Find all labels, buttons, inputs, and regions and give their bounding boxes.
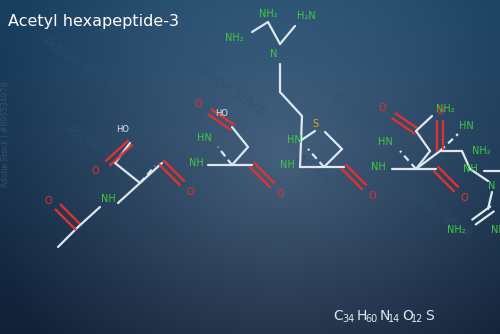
Text: HN: HN — [197, 133, 212, 143]
Text: O: O — [460, 193, 468, 203]
Text: NH₂: NH₂ — [436, 104, 454, 114]
Text: 60: 60 — [365, 314, 377, 324]
Text: N: N — [380, 309, 390, 323]
Text: Adobe Stock: Adobe Stock — [294, 151, 366, 207]
Text: NH₂: NH₂ — [472, 146, 490, 156]
Text: H₂N: H₂N — [296, 11, 316, 21]
Text: O: O — [276, 189, 284, 199]
Text: S: S — [312, 119, 318, 129]
Text: NH: NH — [462, 164, 477, 174]
Text: H: H — [357, 309, 367, 323]
Text: NH: NH — [280, 160, 294, 170]
Text: O: O — [436, 106, 444, 116]
Text: NH: NH — [100, 194, 116, 204]
Text: NH: NH — [188, 158, 204, 168]
Text: S: S — [426, 309, 434, 323]
Text: Adobe Stock: Adobe Stock — [330, 89, 409, 150]
Text: Acetyl hexapeptide-3: Acetyl hexapeptide-3 — [8, 14, 179, 29]
Text: Adobe Stock: Adobe Stock — [404, 186, 475, 242]
Text: O: O — [368, 191, 376, 201]
Text: N: N — [270, 49, 278, 59]
Text: Adobe Stock: Adobe Stock — [190, 58, 270, 120]
Text: HN: HN — [458, 121, 473, 131]
Text: Adobe Stock | #696534979: Adobe Stock | #696534979 — [2, 81, 11, 187]
Text: Adobe Stock: Adobe Stock — [40, 33, 119, 95]
Text: O: O — [194, 99, 202, 109]
Text: NH₂: NH₂ — [490, 225, 500, 235]
Text: Adobe Stock: Adobe Stock — [64, 121, 136, 177]
Text: O: O — [91, 166, 99, 176]
Text: NH: NH — [370, 162, 386, 172]
Text: 34: 34 — [342, 314, 354, 324]
Text: O: O — [186, 187, 194, 197]
Text: O: O — [378, 103, 386, 113]
Text: N: N — [488, 181, 496, 191]
Text: HO: HO — [215, 110, 228, 119]
Text: 12: 12 — [411, 314, 423, 324]
Text: C: C — [333, 309, 343, 323]
Text: HN: HN — [287, 135, 302, 145]
Text: HN: HN — [378, 137, 393, 147]
Text: O: O — [402, 309, 413, 323]
Text: HO: HO — [116, 125, 130, 134]
Text: 14: 14 — [388, 314, 400, 324]
Text: O: O — [44, 196, 52, 206]
Text: NH₂: NH₂ — [448, 225, 466, 235]
Text: NH₂: NH₂ — [258, 9, 278, 19]
Text: NH₂: NH₂ — [226, 33, 244, 43]
